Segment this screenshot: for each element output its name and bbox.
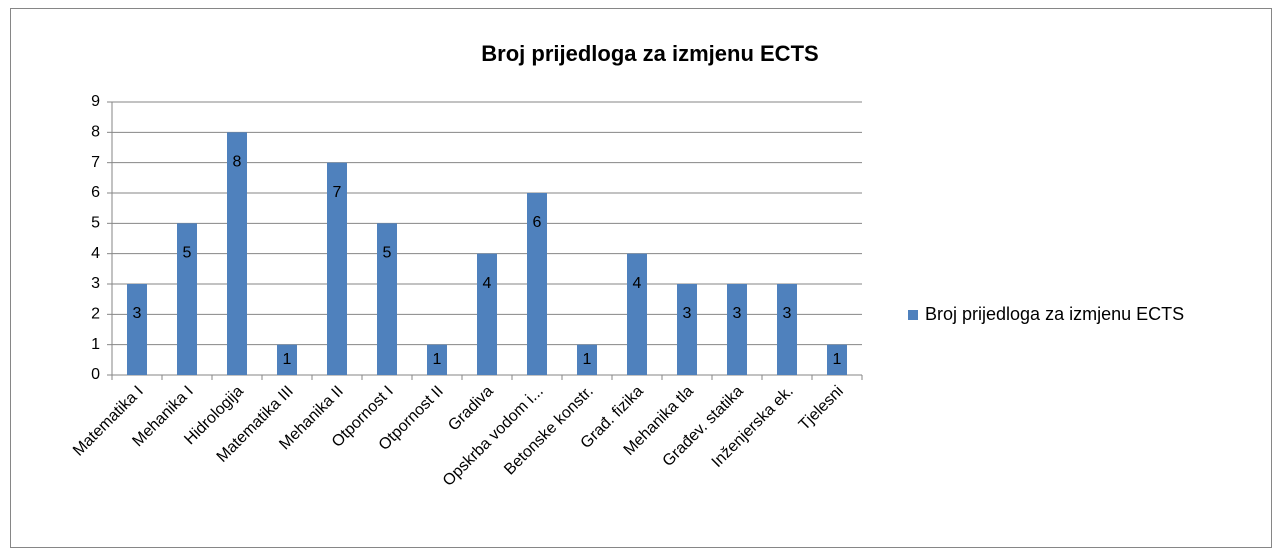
bar bbox=[577, 344, 597, 375]
y-tick-label: 9 bbox=[91, 93, 100, 110]
data-label: 1 bbox=[433, 351, 442, 368]
data-label: 7 bbox=[333, 184, 342, 201]
data-label: 1 bbox=[283, 351, 292, 368]
y-tick-label: 7 bbox=[91, 154, 100, 171]
y-tick-label: 4 bbox=[91, 245, 100, 262]
bar bbox=[127, 284, 147, 375]
data-label: 3 bbox=[783, 305, 792, 322]
data-label: 4 bbox=[633, 275, 642, 292]
legend-swatch bbox=[908, 310, 918, 320]
bar bbox=[827, 344, 847, 375]
bar bbox=[727, 284, 747, 375]
bar bbox=[227, 132, 247, 375]
data-label: 3 bbox=[683, 305, 692, 322]
data-label: 6 bbox=[533, 214, 542, 231]
bar bbox=[627, 253, 647, 375]
bar bbox=[177, 223, 197, 375]
data-label: 3 bbox=[133, 305, 142, 322]
y-tick-label: 3 bbox=[91, 275, 100, 292]
y-tick-label: 1 bbox=[91, 336, 100, 353]
data-label: 1 bbox=[833, 351, 842, 368]
y-tick-label: 6 bbox=[91, 184, 100, 201]
bar bbox=[777, 284, 797, 375]
data-label: 5 bbox=[183, 245, 192, 262]
y-tick-label: 8 bbox=[91, 124, 100, 141]
data-label: 4 bbox=[483, 275, 492, 292]
y-tick-label: 0 bbox=[91, 366, 100, 383]
bar bbox=[377, 223, 397, 375]
data-label: 5 bbox=[383, 245, 392, 262]
chart-title: Broj prijedloga za izmjenu ECTS bbox=[481, 41, 818, 66]
bar bbox=[327, 162, 347, 375]
bar bbox=[277, 344, 297, 375]
data-label: 3 bbox=[733, 305, 742, 322]
y-tick-label: 2 bbox=[91, 306, 100, 323]
data-label: 1 bbox=[583, 351, 592, 368]
bar bbox=[477, 253, 497, 375]
bar bbox=[427, 344, 447, 375]
bar bbox=[677, 284, 697, 375]
data-label: 8 bbox=[233, 154, 242, 171]
y-tick-label: 5 bbox=[91, 215, 100, 232]
bar bbox=[527, 193, 547, 375]
legend-label: Broj prijedloga za izmjenu ECTS bbox=[925, 304, 1184, 324]
